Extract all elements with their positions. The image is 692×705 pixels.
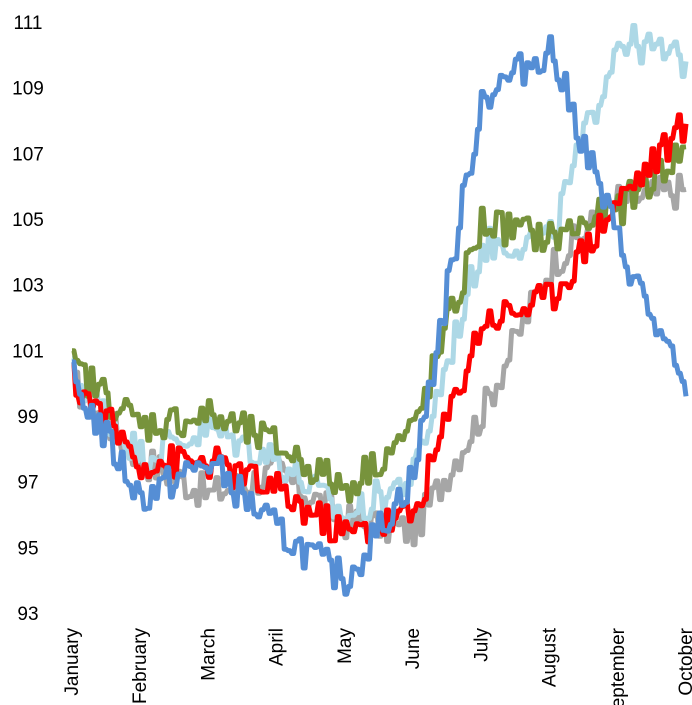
- y-tick-label: 97: [17, 473, 38, 494]
- y-tick-label: 107: [12, 144, 44, 165]
- series-line: [72, 26, 686, 525]
- y-tick-label: 111: [14, 13, 43, 34]
- x-tick-label: March: [198, 628, 219, 681]
- y-tick-label: 105: [12, 210, 44, 231]
- y-tick-label: 93: [17, 604, 38, 625]
- y-tick-label: 95: [17, 538, 38, 559]
- x-tick-label: July: [471, 628, 492, 662]
- x-tick-label: October: [676, 627, 692, 695]
- x-tick-label: April: [267, 628, 288, 666]
- y-tick-label: 99: [17, 407, 38, 428]
- y-tick-label: 101: [12, 341, 44, 362]
- x-tick-label: February: [130, 628, 151, 705]
- x-tick-label: June: [403, 628, 424, 669]
- x-tick-label: May: [335, 628, 356, 664]
- y-axis: 93 95 97 99 101 103 105 107 109 111: [12, 13, 44, 625]
- x-tick-label: September: [608, 627, 629, 705]
- y-tick-label: 103: [12, 276, 44, 297]
- series-lines: [72, 26, 686, 595]
- x-tick-label: January: [62, 628, 83, 696]
- x-tick-label: August: [540, 627, 561, 687]
- y-tick-label: 109: [12, 79, 44, 100]
- x-axis: January February March April May June July Augu…: [62, 627, 692, 705]
